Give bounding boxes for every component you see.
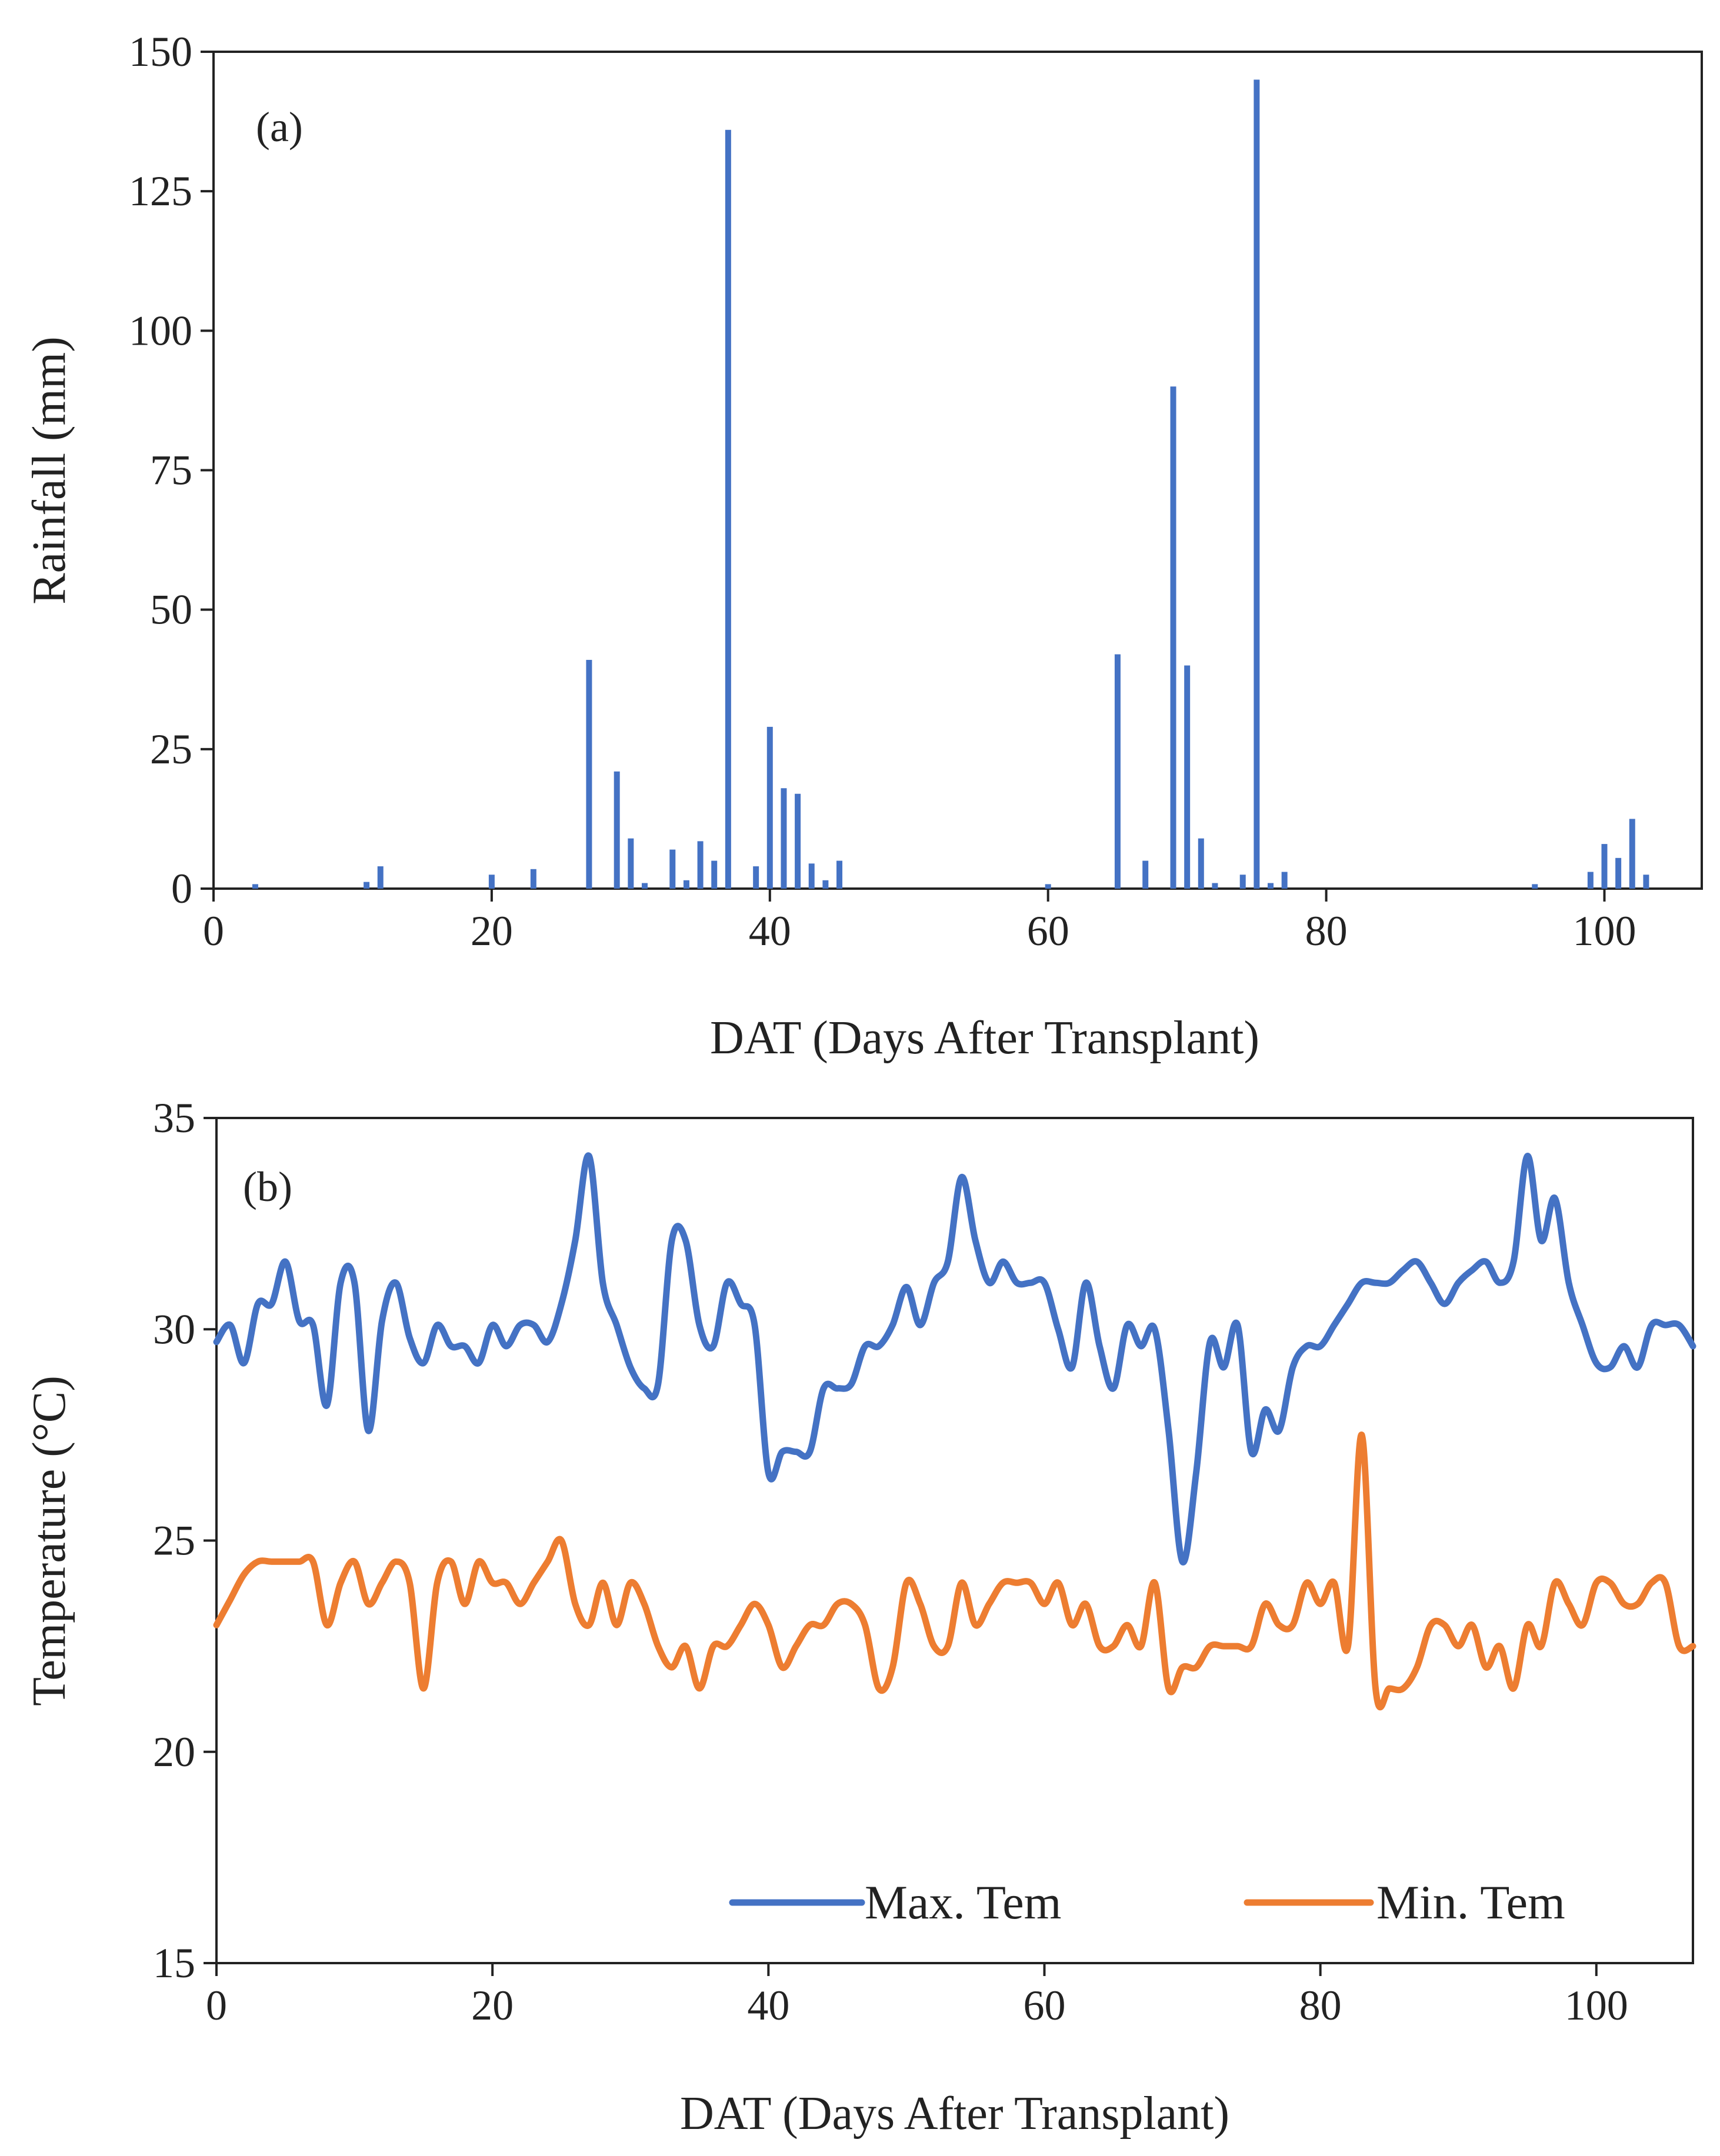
- rainfall-bar: [1629, 819, 1635, 889]
- rainfall-bar: [669, 849, 676, 889]
- rainfall-bars: [252, 79, 1649, 889]
- max-tem-line: [213, 1152, 1696, 1566]
- rainfall-chart: 0 25 50 75 100 125 150 0 20 40 60 80 100 (a) DAT (D…: [24, 28, 1703, 1064]
- rainfall-bar: [614, 771, 620, 889]
- rainfall-bar: [711, 860, 718, 889]
- temperature-y-axis-title: Temperature (°C): [24, 1376, 75, 1706]
- temperature-x-tick-label: 20: [471, 1982, 514, 2029]
- rainfall-bar: [1254, 79, 1260, 889]
- temperature-lines: [213, 1152, 1696, 1711]
- rainfall-plot-frame: [212, 51, 1703, 890]
- rainfall-bar: [697, 841, 704, 889]
- rainfall-bar: [641, 883, 648, 889]
- rainfall-bar: [364, 882, 370, 889]
- rainfall-bar: [488, 875, 495, 889]
- rainfall-bar: [781, 788, 787, 889]
- min-tem-line: [213, 1431, 1696, 1711]
- rainfall-y-ticks: 0 25 50 75 100 125 150: [129, 28, 214, 912]
- rainfall-bar: [1532, 884, 1538, 889]
- rainfall-bar: [586, 660, 592, 889]
- legend-label-max-tem: Max. Tem: [865, 1875, 1061, 1929]
- rainfall-y-axis-title: Rainfall (mm): [24, 336, 75, 604]
- rainfall-bar: [1114, 654, 1121, 889]
- temperature-chart: 15 20 25 30 35 0 20 40 60 80 100 (b) DAT (Days Af…: [24, 1094, 1696, 2140]
- temperature-y-tick-label: 15: [153, 1940, 195, 1987]
- temperature-y-tick-label: 30: [153, 1306, 195, 1353]
- rainfall-bar: [1268, 883, 1274, 889]
- temperature-x-tick-label: 100: [1565, 1982, 1628, 2029]
- rainfall-bar: [252, 884, 258, 889]
- temperature-x-tick-label: 0: [206, 1982, 227, 2029]
- temperature-x-ticks: 0 20 40 60 80 100: [206, 1963, 1628, 2029]
- rainfall-bar: [1170, 386, 1176, 889]
- temperature-panel-label: (b): [243, 1163, 292, 1210]
- rainfall-y-tick-label: 150: [129, 28, 192, 75]
- rainfall-y-tick-label: 100: [129, 307, 192, 354]
- rainfall-x-tick-label: 80: [1305, 907, 1348, 954]
- rainfall-bar: [1643, 875, 1649, 889]
- legend-label-min-tem: Min. Tem: [1376, 1875, 1565, 1929]
- rainfall-bar: [1045, 884, 1051, 889]
- rainfall-bar: [836, 860, 843, 889]
- rainfall-bar: [1184, 665, 1191, 889]
- rainfall-y-tick-label: 75: [150, 447, 192, 494]
- rainfall-bar: [795, 793, 801, 889]
- rainfall-bar: [766, 726, 773, 889]
- rainfall-bar: [628, 838, 634, 889]
- temperature-plot-frame: [215, 1117, 1694, 1964]
- rainfall-bar: [822, 880, 829, 889]
- rainfall-bar: [1239, 875, 1246, 889]
- temperature-y-tick-label: 25: [153, 1517, 195, 1564]
- temperature-x-tick-label: 60: [1023, 1982, 1065, 2029]
- rainfall-bar: [1615, 857, 1622, 889]
- rainfall-bar: [1142, 860, 1149, 889]
- rainfall-bar: [683, 880, 689, 889]
- temperature-legend: Max. Tem Min. Tem: [729, 1875, 1565, 1929]
- rainfall-bar: [753, 866, 759, 889]
- rainfall-bar: [1281, 872, 1288, 889]
- temperature-y-ticks: 15 20 25 30 35: [153, 1094, 216, 1987]
- rainfall-x-tick-label: 100: [1572, 907, 1636, 954]
- temperature-y-tick-label: 20: [153, 1728, 195, 1775]
- rainfall-bar: [377, 866, 384, 889]
- temperature-x-axis-title: DAT (Days After Transplant): [680, 2088, 1229, 2140]
- rainfall-x-tick-label: 40: [749, 907, 791, 954]
- rainfall-x-ticks: 0 20 40 60 80 100: [203, 889, 1636, 954]
- rainfall-bar: [530, 869, 536, 889]
- rainfall-bar: [1212, 883, 1218, 889]
- rainfall-panel-label: (a): [256, 104, 303, 151]
- rainfall-bar: [808, 863, 815, 889]
- temperature-y-tick-label: 35: [153, 1094, 195, 1142]
- rainfall-y-tick-label: 50: [150, 586, 192, 633]
- rainfall-bar: [1601, 844, 1608, 889]
- rainfall-bar: [1587, 872, 1594, 889]
- rainfall-x-tick-label: 20: [471, 907, 513, 954]
- rainfall-x-tick-label: 0: [203, 907, 224, 954]
- rainfall-y-tick-label: 25: [150, 726, 192, 773]
- temperature-x-tick-label: 40: [747, 1982, 789, 2029]
- rainfall-x-axis-title: DAT (Days After Transplant): [710, 1012, 1259, 1064]
- rainfall-bar: [725, 129, 731, 889]
- rainfall-bar: [1198, 838, 1204, 889]
- temperature-x-tick-label: 80: [1299, 1982, 1342, 2029]
- rainfall-y-tick-label: 125: [129, 168, 192, 215]
- rainfall-x-tick-label: 60: [1027, 907, 1069, 954]
- rainfall-y-tick-label: 0: [171, 865, 192, 912]
